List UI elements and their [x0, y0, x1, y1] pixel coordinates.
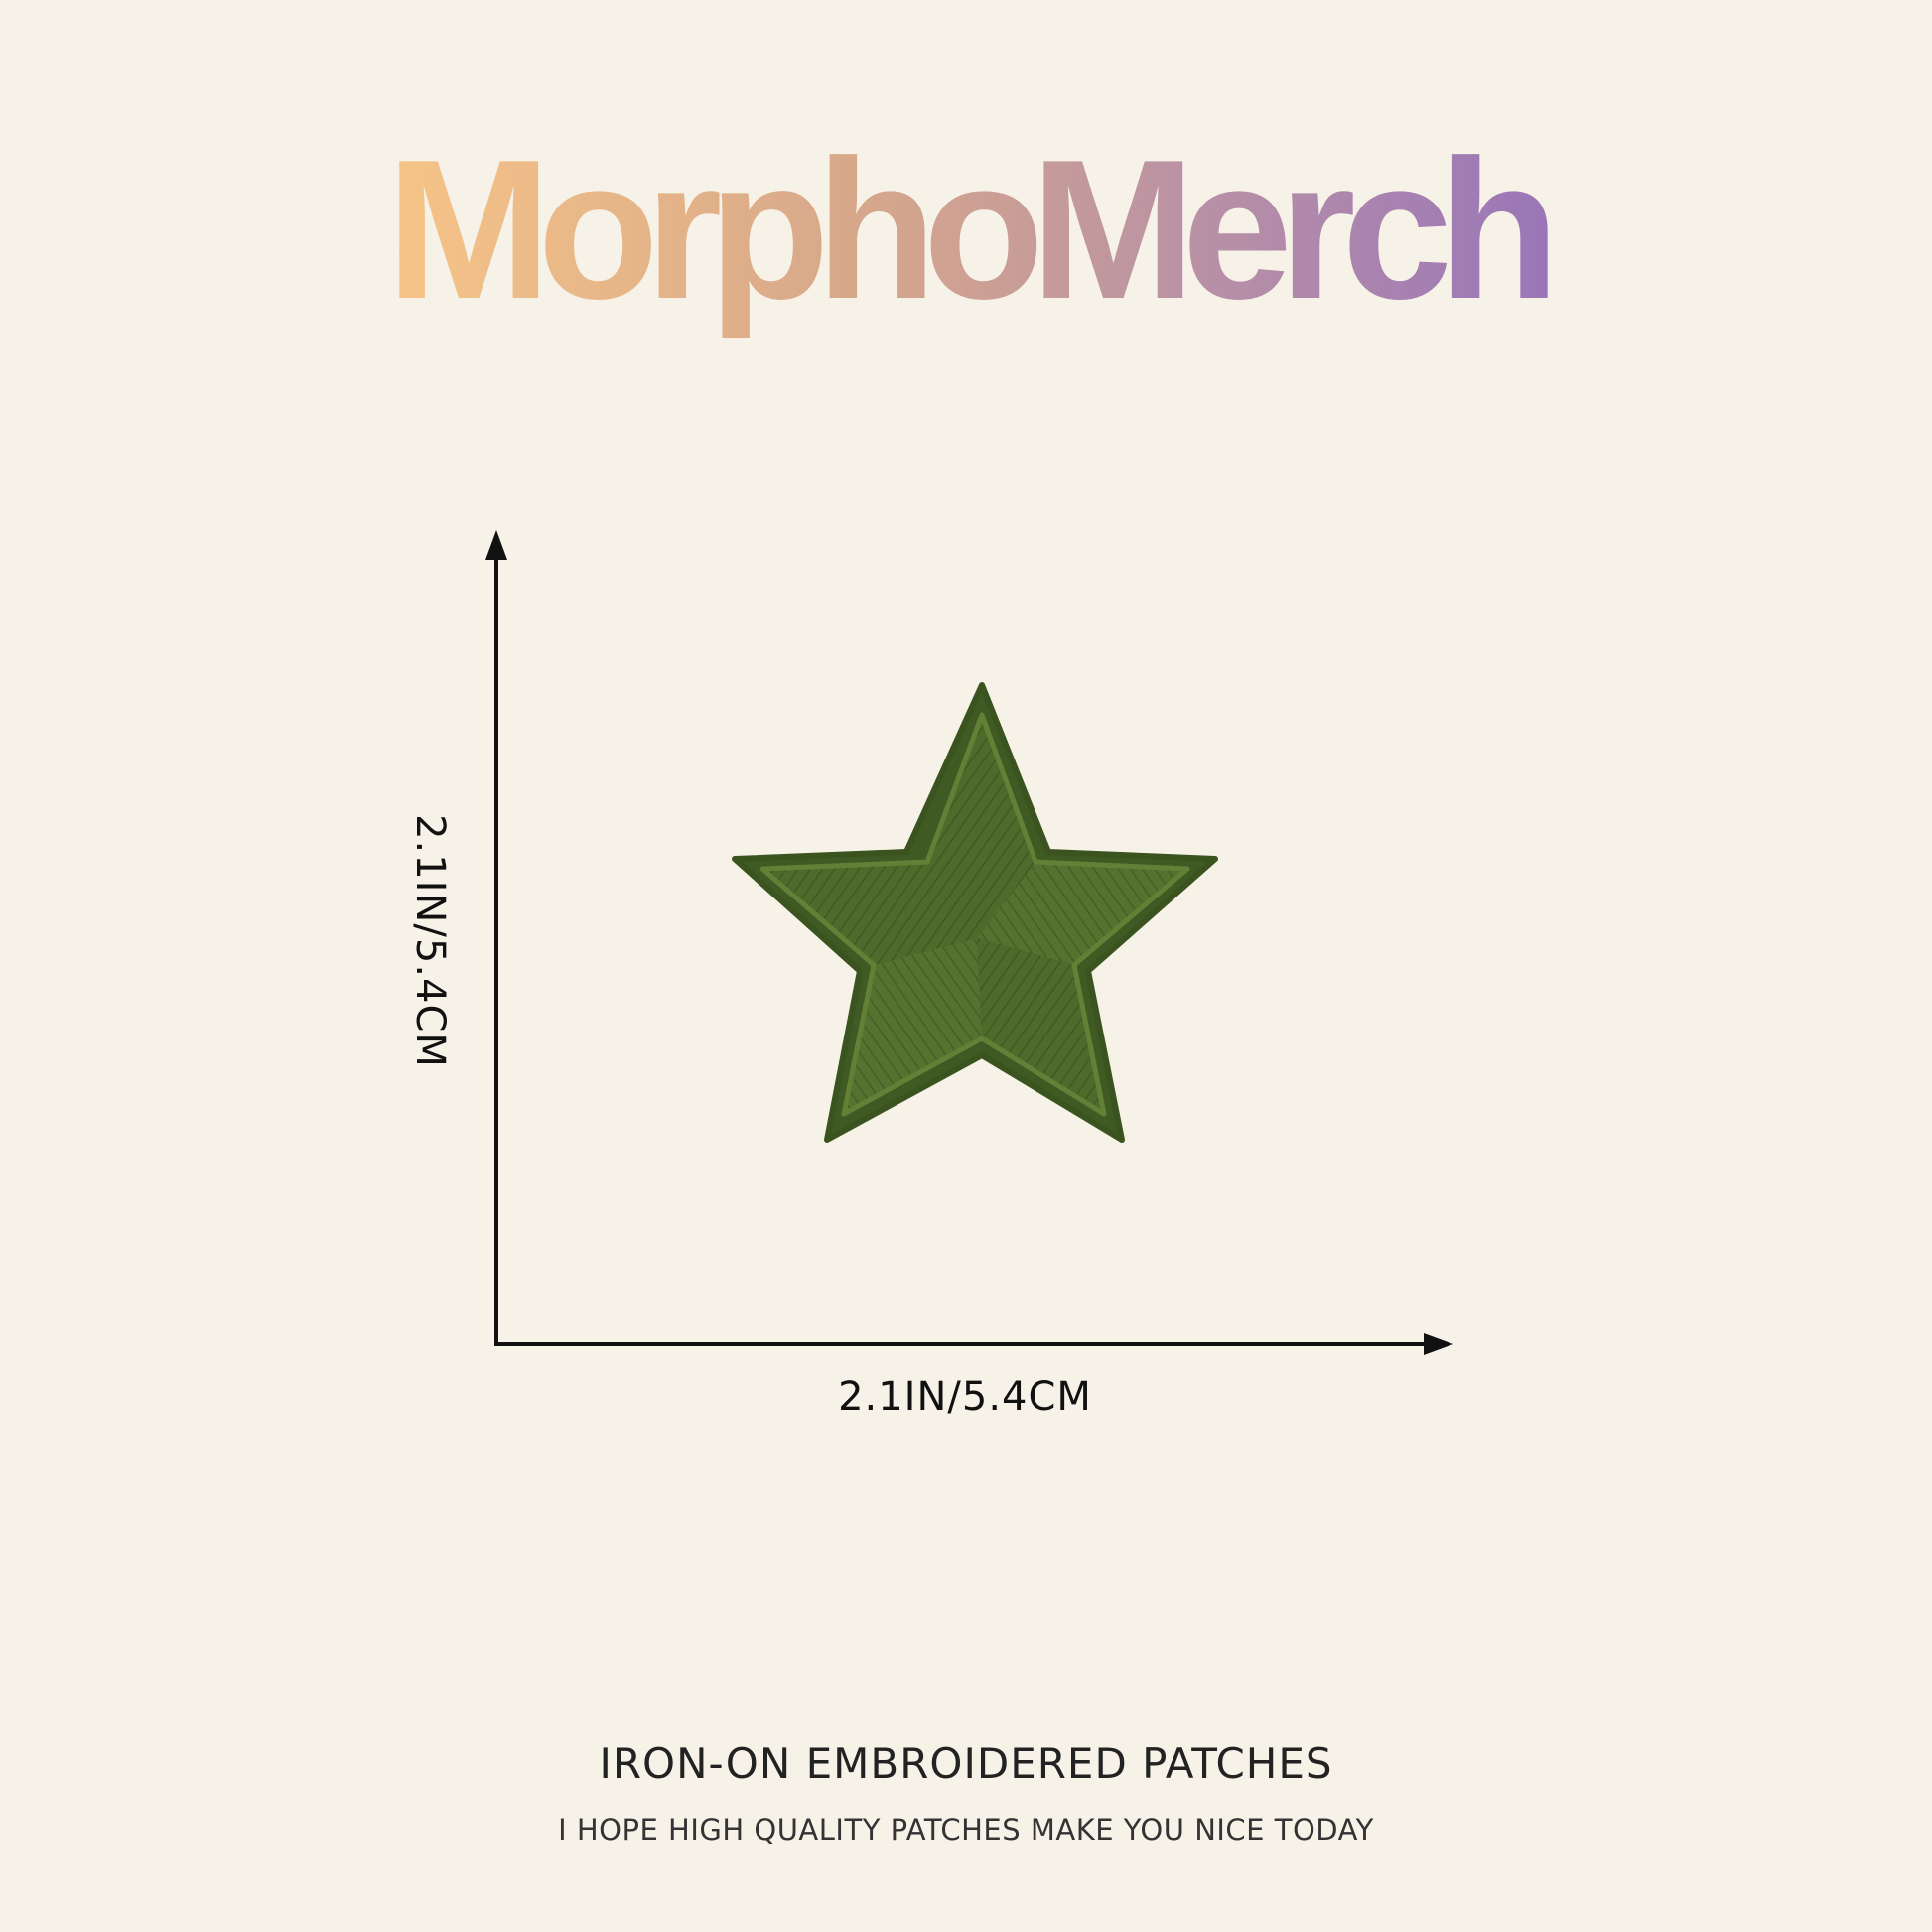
star-patch-face-right: [977, 862, 1187, 965]
brand-logo: MorphoMerch: [386, 119, 1562, 338]
product-title: IRON-ON EMBROIDERED PATCHES: [599, 1739, 1333, 1788]
up-arrow-icon: [485, 530, 507, 560]
product-subtitle: I HOPE HIGH QUALITY PATCHES MAKE YOU NIC…: [558, 1813, 1374, 1847]
width-axis: [494, 1333, 1453, 1355]
star-patch-face-lower-right: [977, 938, 1104, 1114]
star-patch-face-lower-left: [844, 938, 982, 1114]
star-patch-face-top: [927, 715, 1035, 938]
star-patch-inner-stitch: [759, 712, 1190, 1117]
brand-logo-text: MorphoMerch: [386, 119, 1548, 338]
right-arrow-icon: [1424, 1333, 1453, 1355]
height-label: 2.1IN/5.4CM: [407, 814, 453, 1068]
star-patch-image: [732, 682, 1218, 1143]
width-label: 2.1IN/5.4CM: [838, 1374, 1092, 1420]
height-axis: [485, 530, 507, 1344]
star-patch-face-left: [762, 862, 977, 965]
